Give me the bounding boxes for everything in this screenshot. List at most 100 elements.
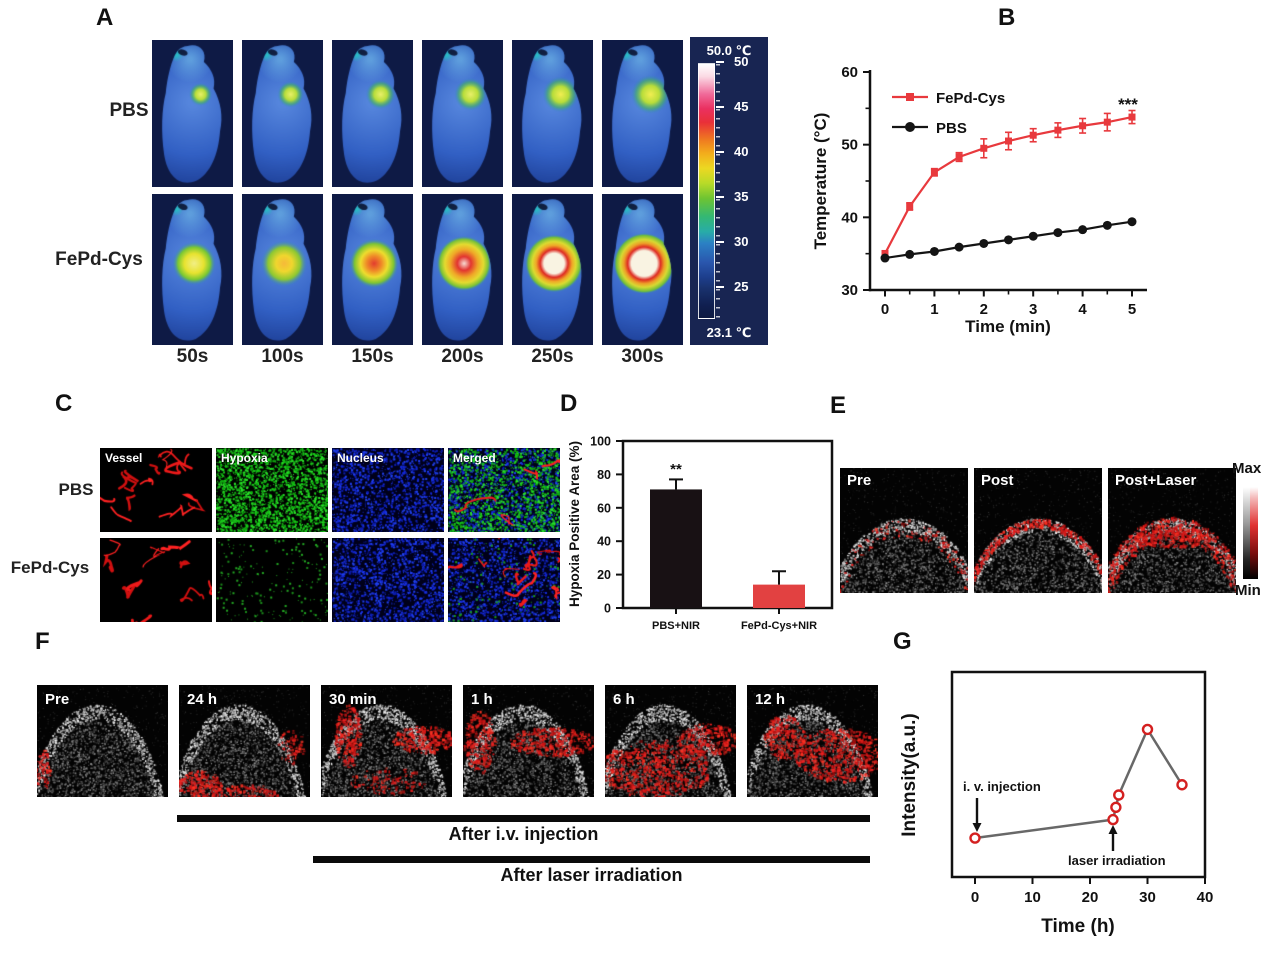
- pa-image-label: Pre: [847, 472, 872, 489]
- x-axis-title: Time (min): [965, 317, 1051, 336]
- significance-stars: ***: [1118, 95, 1138, 114]
- colorbar-top-label: 50.0 ℃: [706, 43, 752, 58]
- intensity-chart: 0 10 20 30 40 i. v. injection laser irradiatio…: [899, 670, 1213, 937]
- thermal-image-fepd-200s: [422, 194, 503, 345]
- pa-colorbar: [1243, 487, 1258, 579]
- marker-circle: [1028, 231, 1038, 241]
- y-tick-label: 100: [590, 435, 611, 449]
- colorbar-tick-label: 35: [734, 189, 749, 204]
- x-tick-label: 20: [1082, 889, 1099, 906]
- legend-label: PBS: [936, 120, 967, 137]
- plot-frame: [950, 670, 1207, 879]
- timeline-bar-laser-irradiation: [313, 856, 870, 863]
- thermal-image-pbs-300s: [602, 40, 683, 187]
- pa-colorbar-min-label: Min: [1235, 582, 1261, 599]
- panel-b-label: B: [998, 4, 1016, 31]
- panel-d-label: D: [560, 390, 578, 417]
- y-axis-title: Intensity(a.u.): [899, 713, 920, 837]
- plot-frame: [621, 439, 834, 610]
- colorbar-tick: [716, 151, 724, 153]
- micro-image-fepd-merged: [448, 538, 560, 622]
- pa-image-post: Post: [974, 468, 1102, 593]
- micro-image-pbs-hypoxia: Hypoxia: [216, 448, 328, 532]
- colorbar-tick-label: 45: [734, 99, 749, 114]
- y-tick-label: 60: [597, 501, 611, 515]
- pa-timelapse-24h: 24 h: [179, 685, 310, 797]
- marker-circle: [954, 242, 964, 252]
- pa-timelapse-label: 6 h: [613, 691, 635, 708]
- timeline-bar-laser-irradiation-label: After laser irradiation: [500, 865, 683, 885]
- time-label-250s: 250s: [531, 346, 574, 367]
- x-tick-label: 3: [1029, 301, 1037, 318]
- y-axis-title: Hypoxia Positive Area (%): [567, 441, 582, 607]
- marker-open-circle: [1107, 813, 1119, 826]
- pa-timelapse-6h: 6 h: [605, 685, 736, 797]
- marker-circle: [905, 249, 915, 259]
- panel-a-label: A: [96, 4, 114, 31]
- legend-marker-square: [906, 93, 914, 101]
- marker-square: [1079, 122, 1087, 130]
- micro-image-pbs-nucleus: Nucleus: [332, 448, 444, 532]
- colorbar-tick-label: 40: [734, 144, 749, 159]
- pa-image-label: Post: [981, 472, 1014, 489]
- annotation-laser-irradiation: laser irradiation: [1068, 853, 1166, 868]
- panel-c-row-label-pbs: PBS: [58, 480, 94, 499]
- annotation-iv-injection: i. v. injection: [963, 779, 1041, 794]
- pa-timelapse-label: Pre: [45, 691, 70, 708]
- pa-colorbar-red-gradient: [1250, 487, 1258, 579]
- pa-timelapse-pre: Pre: [37, 685, 168, 797]
- time-label-200s: 200s: [441, 346, 484, 367]
- panel-a-row-label-pbs: PBS: [109, 100, 149, 121]
- marker-open-circle: [969, 832, 981, 844]
- panel-e-label: E: [830, 392, 847, 419]
- bar-FePd-Cys+NIR: [753, 584, 805, 608]
- thermal-image-fepd-50s: [152, 194, 233, 345]
- micro-image-fepd-vessel: [100, 538, 212, 622]
- marker-circle: [1102, 220, 1112, 230]
- thermal-image-fepd-250s: [512, 194, 593, 345]
- marker-circle: [880, 253, 890, 263]
- marker-square: [980, 144, 988, 152]
- x-tick-label: 30: [1139, 889, 1156, 906]
- marker-square: [1005, 137, 1012, 145]
- y-tick-label: 30: [841, 282, 858, 299]
- category-label: PBS+NIR: [652, 620, 700, 632]
- colorbar-tick: [716, 196, 724, 198]
- pa-timelapse-30min: 30 min: [321, 685, 452, 797]
- colorbar-bottom-label: 23.1 ℃: [706, 325, 752, 340]
- thermal-image-pbs-150s: [332, 40, 413, 187]
- y-tick-label: 60: [841, 64, 858, 81]
- panel-c-row-label-fepd-cys: FePd-Cys: [10, 558, 90, 577]
- y-tick-label: 40: [597, 535, 611, 549]
- marker-square: [1029, 131, 1037, 139]
- legend-label: FePd-Cys: [936, 90, 1005, 107]
- colorbar-tick-label: 25: [734, 279, 749, 294]
- y-tick-label: 20: [597, 568, 611, 582]
- colorbar-tick-label: 30: [734, 234, 749, 249]
- timeline-bar-iv-injection: [177, 815, 870, 822]
- y-tick-label: 40: [841, 209, 858, 226]
- x-tick-label: 10: [1024, 889, 1041, 906]
- pa-image-pre: Pre: [840, 468, 968, 593]
- timeline-bar-iv-injection-label: After i.v. injection: [448, 824, 599, 844]
- x-tick-label: 5: [1128, 301, 1136, 318]
- marker-square: [930, 168, 938, 176]
- colorbar-minor-ticks: [716, 64, 720, 318]
- colorbar-gradient: [698, 63, 715, 319]
- micro-image-fepd-hypoxia: [216, 538, 328, 622]
- marker-square: [1103, 118, 1111, 126]
- y-axis-title: Temperature (°C): [811, 113, 830, 250]
- pa-timelapse-label: 24 h: [187, 691, 218, 708]
- colorbar-tick-label: 50: [734, 54, 749, 69]
- x-tick-label: 2: [980, 301, 988, 318]
- time-label-300s: 300s: [621, 346, 664, 367]
- time-label-100s: 100s: [261, 346, 304, 367]
- colorbar-tick: [716, 61, 724, 63]
- hypoxia-bar-chart: 0 20 40 60 80 100 PBS+NIR FePd-Cys+NIR ** Hypoxia…: [567, 435, 834, 632]
- marker-open-circle: [1141, 723, 1154, 736]
- marker-square: [1128, 113, 1136, 121]
- y-tick-label: 0: [604, 602, 611, 616]
- micro-image-fepd-nucleus: [332, 538, 444, 622]
- micro-label-hypoxia: Hypoxia: [221, 451, 268, 465]
